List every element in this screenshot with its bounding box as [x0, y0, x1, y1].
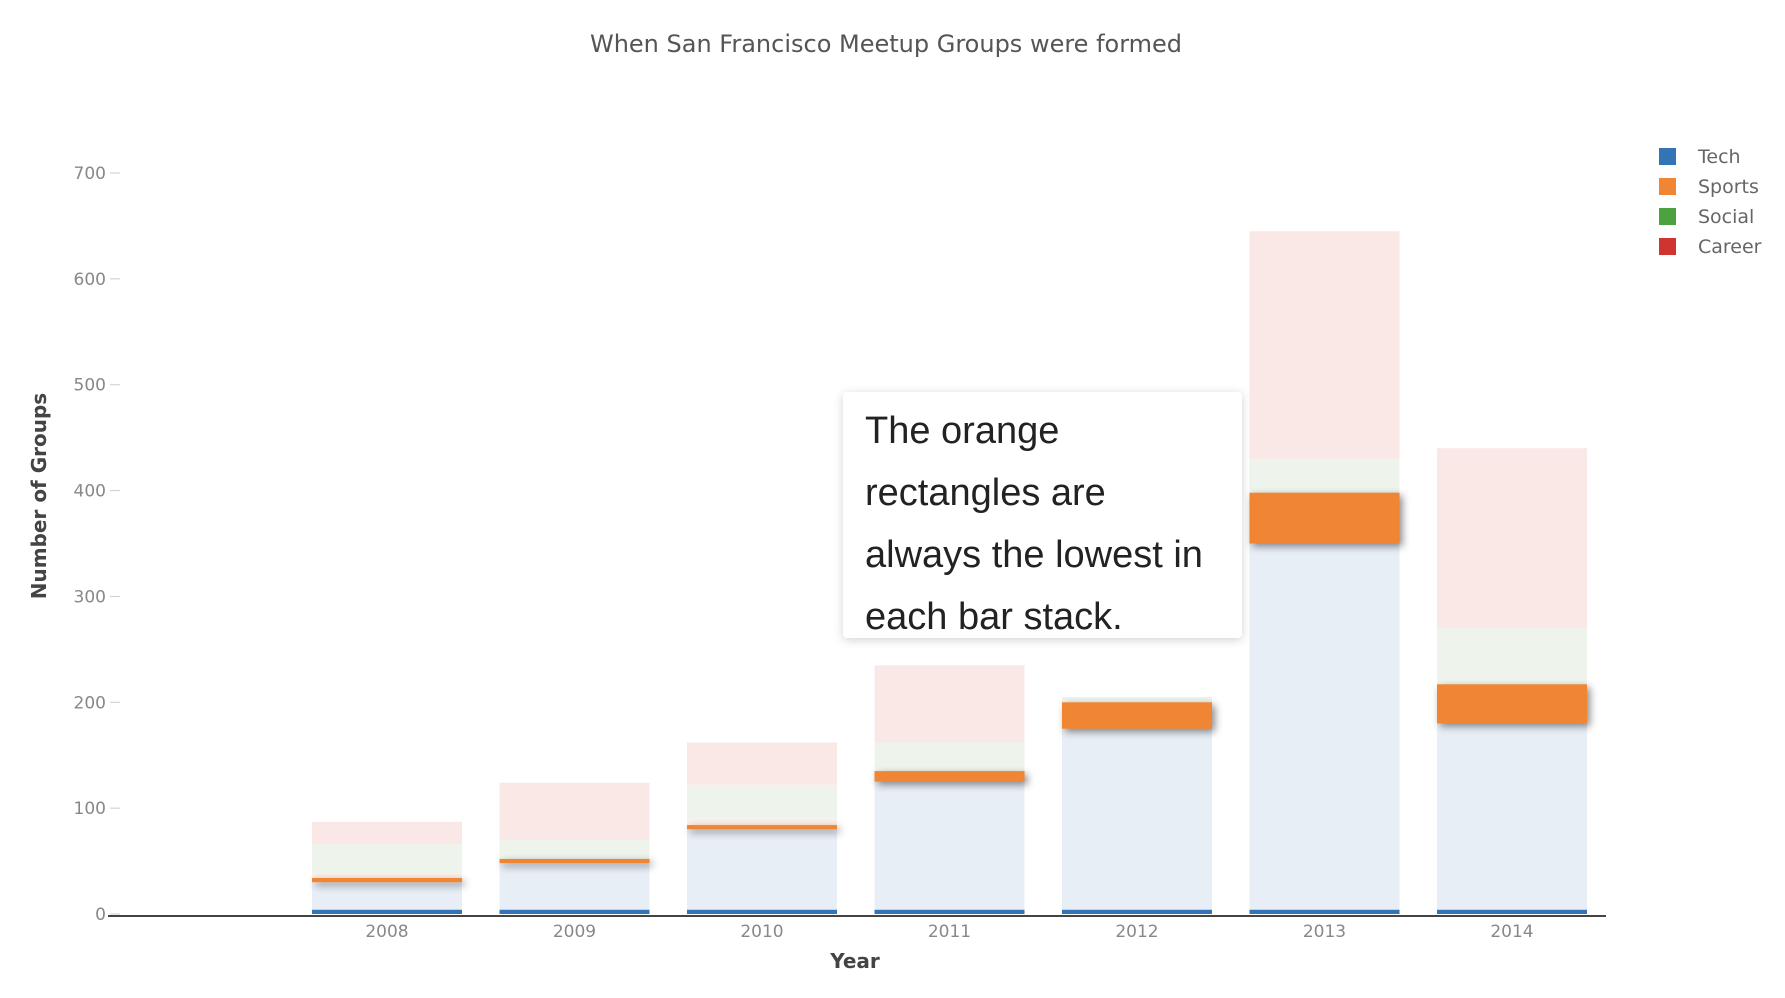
bar-stack-2008 — [312, 821, 462, 914]
bar-tech — [1437, 909, 1587, 914]
bar-segment-1 — [1437, 723, 1587, 914]
bar-segment-4 — [874, 665, 1025, 743]
x-tick-label: 2011 — [928, 922, 971, 942]
y-axis-title: Number of Groups — [27, 393, 51, 599]
bar-segment-4 — [312, 821, 462, 845]
bar-segment-3 — [687, 784, 837, 819]
bar-sports — [1062, 702, 1212, 729]
bar-tech — [687, 909, 837, 914]
bar-segment-1 — [1062, 728, 1212, 914]
bar-sports — [874, 771, 1025, 782]
x-tick-label: 2009 — [553, 922, 596, 942]
bar-stack-2011 — [874, 665, 1025, 914]
bar-sports — [687, 825, 837, 830]
y-tick-label: 500 — [74, 376, 106, 396]
bar-segment-1 — [499, 863, 650, 914]
x-tick-label: 2014 — [1490, 922, 1533, 942]
legend-label-career: Career — [1698, 236, 1762, 258]
bar-segment-1 — [1249, 543, 1400, 914]
x-axis-title: Year — [829, 949, 880, 973]
legend-swatch-social — [1659, 208, 1676, 225]
annotation-callout: The orange rectangles are always the low… — [843, 392, 1242, 638]
y-tick-label: 300 — [74, 587, 106, 607]
bar-segment-1 — [687, 829, 837, 914]
legend-swatch-tech — [1659, 148, 1676, 165]
x-tick-label: 2010 — [740, 922, 783, 942]
bar-stack-2009 — [499, 782, 650, 914]
bar-segment-1 — [874, 781, 1025, 914]
bar-segment-4 — [687, 742, 837, 785]
bar-segment-4 — [499, 782, 650, 840]
legend-label-sports: Sports — [1698, 176, 1759, 198]
x-tick-label: 2013 — [1303, 922, 1346, 942]
y-tick-label: 100 — [74, 799, 106, 819]
y-tick-label: 600 — [74, 270, 106, 290]
bar-stack-2012 — [1062, 696, 1212, 914]
bar-tech — [312, 909, 462, 914]
bar-segment-2 — [687, 818, 837, 830]
bar-tech — [874, 909, 1025, 914]
bar-tech — [499, 909, 650, 914]
y-tick-label: 200 — [74, 693, 106, 713]
bar-stack-2010 — [687, 742, 837, 914]
y-axis: 0 100 200 300 400 500 600 700 — [74, 164, 120, 925]
bar-segment-1 — [312, 882, 462, 914]
bar-segment-3 — [499, 839, 650, 864]
bar-tech — [1249, 909, 1400, 914]
chart-title: When San Francisco Meetup Groups were fo… — [590, 30, 1182, 58]
y-tick-label: 700 — [74, 164, 106, 184]
bar-sports — [499, 858, 650, 864]
legend-label-tech: Tech — [1697, 146, 1741, 168]
legend-swatch-career — [1659, 238, 1676, 255]
x-axis: 2008 2009 2010 2011 2012 2013 2014 — [365, 922, 1533, 942]
bar-stack-2013 — [1249, 231, 1400, 914]
legend-label-social: Social — [1698, 206, 1754, 228]
bar-segment-4 — [1249, 231, 1400, 459]
annotation-text: The orange rectangles are always the low… — [865, 410, 1203, 638]
x-tick-label: 2012 — [1115, 922, 1158, 942]
bar-stacks — [312, 231, 1587, 914]
bar-segment-3 — [312, 844, 462, 874]
bar-sports — [1249, 492, 1400, 544]
bar-sports — [312, 878, 462, 883]
legend: Tech Sports Social Career — [1659, 146, 1762, 258]
y-tick-label: 400 — [74, 482, 106, 502]
y-tick-label: 0 — [95, 905, 106, 925]
bar-tech — [1062, 909, 1212, 914]
bar-segment-4 — [1437, 448, 1587, 629]
bar-stack-2014 — [1437, 448, 1587, 914]
bar-sports — [1437, 684, 1587, 724]
x-tick-label: 2008 — [365, 922, 408, 942]
legend-swatch-sports — [1659, 178, 1676, 195]
